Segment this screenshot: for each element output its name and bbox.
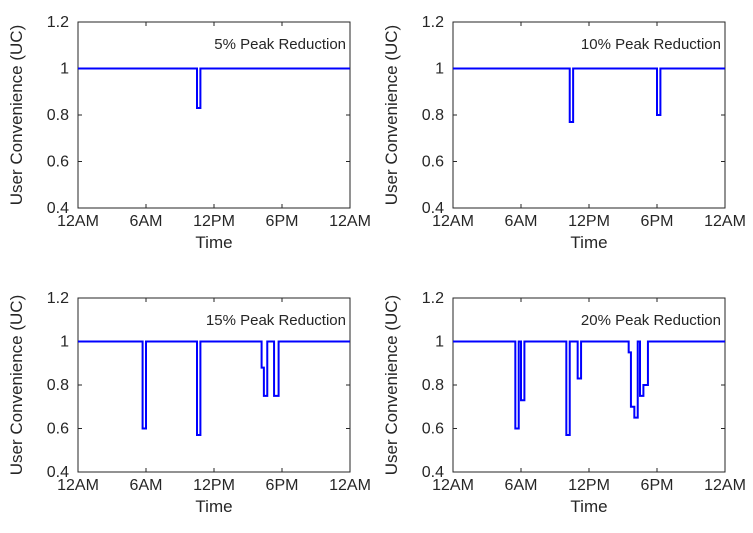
x-axis-label: Time xyxy=(195,233,232,252)
x-tick-label: 6PM xyxy=(641,213,674,230)
y-tick-label: 0.6 xyxy=(47,154,69,171)
y-axis-label: User Convenience (UC) xyxy=(7,295,26,475)
x-tick-label: 6PM xyxy=(266,477,299,494)
x-tick-label: 6AM xyxy=(130,213,163,230)
y-tick-label: 1 xyxy=(60,334,69,351)
y-axis-label: User Convenience (UC) xyxy=(382,25,401,205)
x-tick-label: 12AM xyxy=(329,213,371,230)
plot-area xyxy=(452,21,726,209)
x-tick-label: 12PM xyxy=(568,213,610,230)
plot-area xyxy=(77,21,351,209)
y-tick-label: 0.4 xyxy=(47,464,69,481)
x-tick-label: 12PM xyxy=(193,477,235,494)
subplot-title: 10% Peak Reduction xyxy=(581,36,721,53)
y-tick-label: 0.6 xyxy=(422,421,444,438)
series-line xyxy=(78,67,350,110)
x-tick-label: 12AM xyxy=(704,477,746,494)
subplot-title: 5% Peak Reduction xyxy=(214,36,346,53)
x-axis-label: Time xyxy=(570,233,607,252)
x-axis-label: Time xyxy=(570,497,607,516)
y-tick-label: 0.4 xyxy=(47,200,69,217)
x-tick-label: 12AM xyxy=(432,213,474,230)
y-axis-label: User Convenience (UC) xyxy=(7,25,26,205)
series-line xyxy=(78,340,350,437)
y-tick-label: 0.8 xyxy=(47,107,69,124)
y-tick-label: 0.8 xyxy=(422,377,444,394)
y-tick-label: 0.8 xyxy=(422,107,444,124)
subplot-title: 20% Peak Reduction xyxy=(581,312,721,329)
x-axis-label: Time xyxy=(195,497,232,516)
x-tick-label: 6AM xyxy=(130,477,163,494)
plot-area xyxy=(77,297,351,473)
x-tick-label: 12PM xyxy=(568,477,610,494)
y-tick-label: 0.6 xyxy=(422,154,444,171)
y-tick-label: 1 xyxy=(435,334,444,351)
series-line xyxy=(453,340,725,437)
plot-area xyxy=(452,297,726,473)
x-tick-label: 12AM xyxy=(704,213,746,230)
x-tick-label: 12PM xyxy=(193,213,235,230)
x-tick-label: 12AM xyxy=(432,477,474,494)
x-tick-label: 12AM xyxy=(57,213,99,230)
y-tick-label: 1 xyxy=(60,61,69,78)
y-tick-label: 1.2 xyxy=(422,290,444,307)
y-tick-label: 1 xyxy=(435,61,444,78)
y-tick-label: 0.4 xyxy=(422,464,444,481)
series-line xyxy=(453,67,725,123)
y-tick-label: 0.6 xyxy=(47,421,69,438)
x-tick-label: 12AM xyxy=(57,477,99,494)
y-tick-label: 1.2 xyxy=(47,290,69,307)
y-tick-label: 0.8 xyxy=(47,377,69,394)
x-tick-label: 6AM xyxy=(505,213,538,230)
x-tick-label: 12AM xyxy=(329,477,371,494)
subplot-title: 15% Peak Reduction xyxy=(206,312,346,329)
x-tick-label: 6PM xyxy=(641,477,674,494)
x-tick-label: 6AM xyxy=(505,477,538,494)
y-tick-label: 0.4 xyxy=(422,200,444,217)
x-tick-label: 6PM xyxy=(266,213,299,230)
y-tick-label: 1.2 xyxy=(422,14,444,31)
y-tick-label: 1.2 xyxy=(47,14,69,31)
y-axis-label: User Convenience (UC) xyxy=(382,295,401,475)
